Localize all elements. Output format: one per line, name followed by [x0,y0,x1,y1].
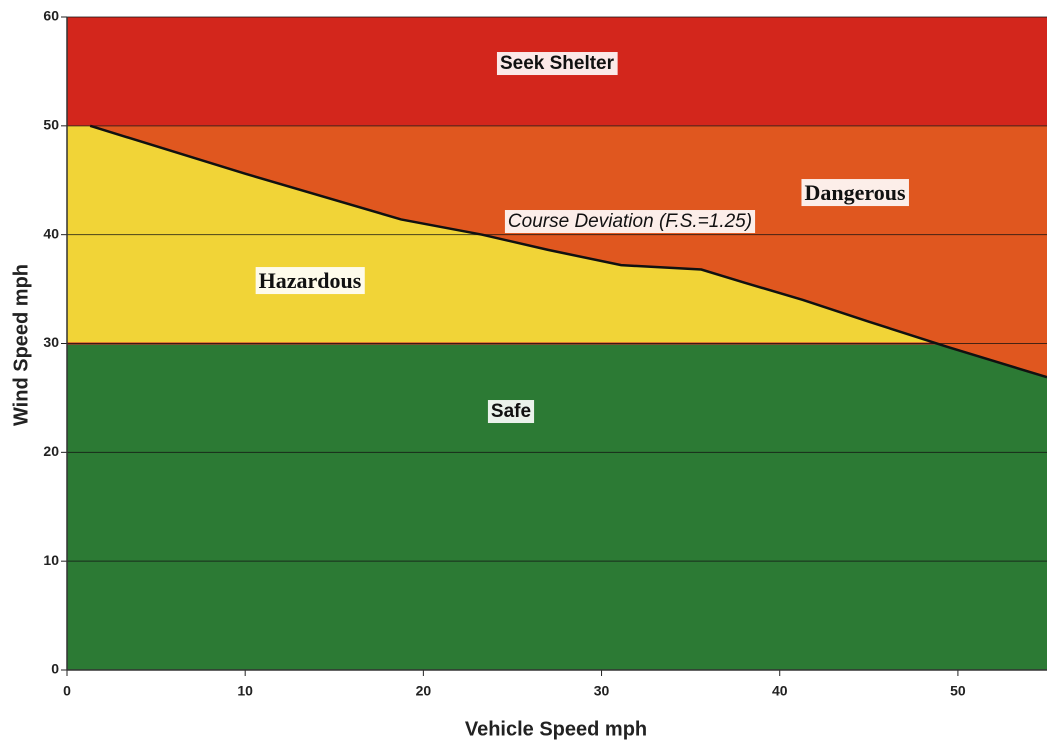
x-tick-label: 50 [950,683,966,699]
x-tick-label: 30 [594,683,610,699]
zone-label-bg [487,400,535,424]
series-label: Course Deviation (F.S.=1.25) [508,211,752,232]
zone-label-bg [255,267,365,295]
x-tick-label: 10 [237,683,253,699]
x-tick-label: 40 [772,683,788,699]
series-label-bg [504,210,756,234]
zone-label: Seek Shelter [500,53,615,74]
y-tick-label: 40 [43,225,59,241]
y-tick-label: 30 [43,334,59,350]
zone-label-bg [496,52,618,76]
zone-label: Safe [491,401,531,422]
zone-label: Dangerous [804,180,905,205]
y-tick-label: 50 [43,117,59,133]
y-axis-title: Wind Speed mph [10,264,32,426]
x-tick-label: 0 [63,683,71,699]
zone-label: Hazardous [259,268,362,293]
zone-safe [67,343,1047,670]
x-tick-label: 20 [416,683,432,699]
y-tick-label: 20 [43,443,59,459]
y-tick-label: 60 [43,8,59,24]
y-tick-label: 10 [43,552,59,568]
x-axis-title: Vehicle Speed mph [465,718,647,740]
y-tick-label: 0 [51,661,59,677]
curve-line [89,124,1047,379]
zone-label-bg [801,179,909,207]
